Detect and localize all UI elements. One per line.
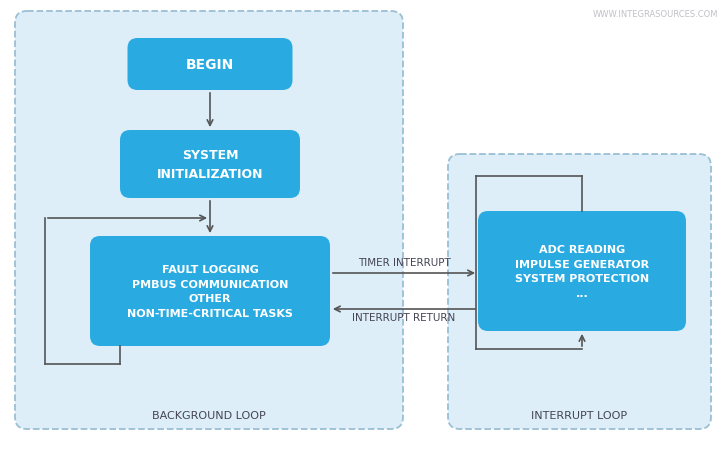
Text: INTERRUPT RETURN: INTERRUPT RETURN [352,312,455,322]
FancyBboxPatch shape [478,212,686,331]
Text: BACKGROUND LOOP: BACKGROUND LOOP [152,410,266,420]
Text: INTERRUPT LOOP: INTERRUPT LOOP [531,410,628,420]
Text: BEGIN: BEGIN [186,58,234,72]
FancyBboxPatch shape [128,39,292,91]
Text: WWW.INTEGRASOURCES.COM: WWW.INTEGRASOURCES.COM [592,10,718,19]
FancyBboxPatch shape [90,236,330,346]
Text: SYSTEM
INITIALIZATION: SYSTEM INITIALIZATION [157,149,263,180]
FancyBboxPatch shape [15,12,403,429]
Text: ADC READING
IMPULSE GENERATOR
SYSTEM PROTECTION
...: ADC READING IMPULSE GENERATOR SYSTEM PRO… [515,244,649,298]
Text: TIMER INTERRUPT: TIMER INTERRUPT [357,257,450,268]
FancyBboxPatch shape [120,131,300,199]
FancyBboxPatch shape [448,155,711,429]
Text: FAULT LOGGING
PMBUS COMMUNICATION
OTHER
NON-TIME-CRITICAL TASKS: FAULT LOGGING PMBUS COMMUNICATION OTHER … [127,264,293,319]
